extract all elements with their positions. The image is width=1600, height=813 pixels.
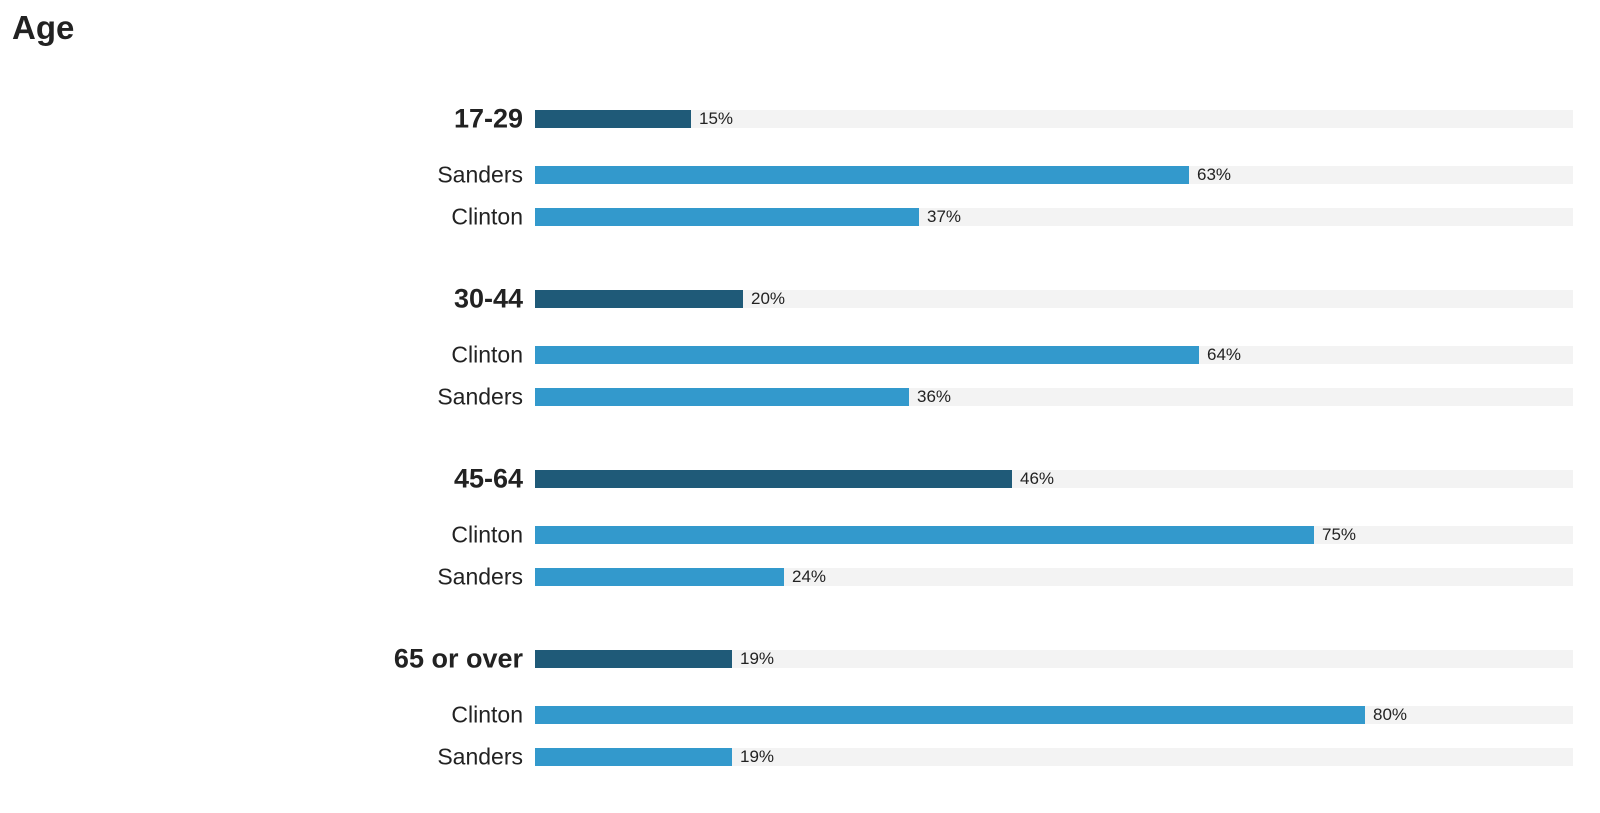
- candidate-vote-bar: [535, 208, 919, 226]
- candidate-label: Sanders: [437, 743, 523, 770]
- candidate-row: Clinton 64%: [0, 342, 1600, 368]
- candidate-label: Sanders: [437, 563, 523, 590]
- age-group-row: 65 or over 19%: [0, 644, 1600, 674]
- bar-track: 19%: [535, 649, 1573, 668]
- candidate-row: Sanders 36%: [0, 384, 1600, 410]
- candidate-label: Clinton: [451, 341, 523, 368]
- candidate-vote-bar: [535, 166, 1189, 184]
- bar-value-label: 64%: [1207, 345, 1242, 364]
- bar-value-label: 80%: [1373, 705, 1408, 724]
- bar-track: 63%: [535, 165, 1573, 184]
- bar-value-label: 46%: [1020, 469, 1055, 488]
- age-group-share-bar: [535, 290, 743, 308]
- candidate-label: Clinton: [451, 203, 523, 230]
- age-group-row: 30-44 20%: [0, 284, 1600, 314]
- age-group-label: 17-29: [453, 103, 523, 134]
- age-group-row: 17-29 15%: [0, 104, 1600, 134]
- bar-value-label: 24%: [792, 567, 827, 586]
- age-group-share-bar: [535, 470, 1012, 488]
- bar-track: 15%: [535, 109, 1573, 128]
- bar-track: 19%: [535, 747, 1573, 766]
- bar-track: 37%: [535, 207, 1573, 226]
- candidate-vote-bar: [535, 526, 1314, 544]
- bar-track: 80%: [535, 705, 1573, 724]
- bar-value-label: 19%: [740, 649, 775, 668]
- bar-track: 20%: [535, 289, 1573, 308]
- bar-track: 64%: [535, 345, 1573, 364]
- candidate-vote-bar: [535, 388, 909, 406]
- candidate-row: Sanders 63%: [0, 162, 1600, 188]
- age-group-share-bar: [535, 650, 732, 668]
- chart-title: Age: [12, 9, 75, 46]
- bar-value-label: 37%: [927, 207, 962, 226]
- bar-track: 75%: [535, 525, 1573, 544]
- bar-track: 46%: [535, 469, 1573, 488]
- age-group-share-bar: [535, 110, 691, 128]
- candidate-row: Clinton 37%: [0, 204, 1600, 230]
- candidate-row: Sanders 19%: [0, 744, 1600, 770]
- bar-track: 24%: [535, 567, 1573, 586]
- candidate-row: Clinton 75%: [0, 522, 1600, 548]
- candidate-label: Clinton: [451, 701, 523, 728]
- candidate-vote-bar: [535, 748, 732, 766]
- bar-value-label: 75%: [1322, 525, 1357, 544]
- age-group-label: 65 or over: [393, 643, 523, 674]
- candidate-label: Clinton: [451, 521, 523, 548]
- bar-value-label: 36%: [917, 387, 952, 406]
- bar-value-label: 63%: [1197, 165, 1232, 184]
- candidate-vote-bar: [535, 568, 784, 586]
- candidate-label: Sanders: [437, 161, 523, 188]
- candidate-row: Clinton 80%: [0, 702, 1600, 728]
- age-group-row: 45-64 46%: [0, 464, 1600, 494]
- bar-track: 36%: [535, 387, 1573, 406]
- candidate-vote-bar: [535, 346, 1199, 364]
- bar-value-label: 19%: [740, 747, 775, 766]
- candidate-row: Sanders 24%: [0, 564, 1600, 590]
- age-group-label: 30-44: [453, 283, 523, 314]
- candidate-label: Sanders: [437, 383, 523, 410]
- bar-value-label: 15%: [699, 109, 734, 128]
- age-group-label: 45-64: [453, 463, 523, 494]
- candidate-vote-bar: [535, 706, 1365, 724]
- bar-value-label: 20%: [751, 289, 786, 308]
